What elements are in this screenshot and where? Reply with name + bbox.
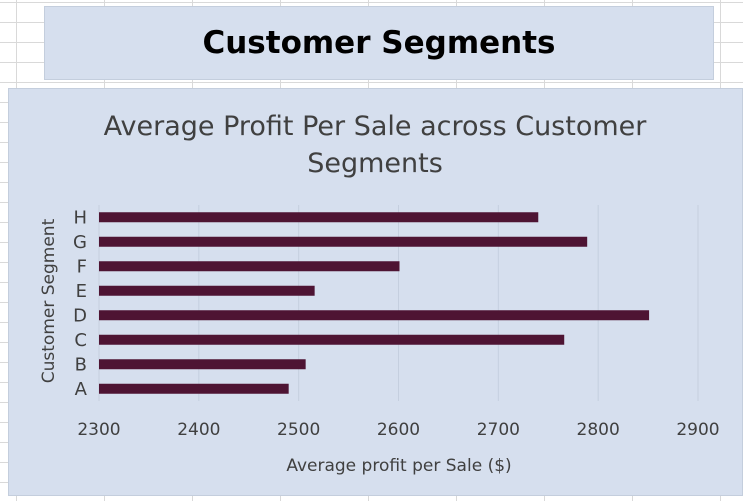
chart-title-line-2: Segments xyxy=(307,148,443,179)
x-tick-label: 2400 xyxy=(177,420,220,440)
bar-c xyxy=(99,334,565,345)
bar-f xyxy=(99,261,400,272)
x-tick-label: 2700 xyxy=(477,420,520,440)
bar-a xyxy=(99,383,289,394)
header-banner: Customer Segments xyxy=(44,6,714,80)
bar-e xyxy=(99,285,315,296)
x-tick-label: 2600 xyxy=(377,420,420,440)
x-tick-label: 2300 xyxy=(77,420,120,440)
chart-title-line-1: Average Profit Per Sale across Customer xyxy=(104,111,648,142)
y-tick-label: E xyxy=(76,281,87,302)
y-tick-label: B xyxy=(75,354,87,375)
x-tick-label: 2500 xyxy=(277,420,320,440)
y-tick-label: F xyxy=(77,256,87,277)
x-tick-label: 2900 xyxy=(676,420,719,440)
bars xyxy=(99,212,650,394)
bar-d xyxy=(99,310,650,321)
y-tick-label: D xyxy=(73,305,87,326)
y-tick-label: H xyxy=(73,207,87,228)
bar-b xyxy=(99,359,306,370)
page-title: Customer Segments xyxy=(202,25,556,61)
bar-g xyxy=(99,236,588,247)
y-tick-label: C xyxy=(74,330,87,351)
x-tick-label: 2800 xyxy=(577,420,620,440)
x-axis-label: Average profit per Sale ($) xyxy=(286,456,511,476)
bar-h xyxy=(99,212,539,223)
y-tick-label: A xyxy=(75,379,88,400)
x-tick-labels: 2300 2400 2500 2600 2700 2800 2900 xyxy=(77,420,719,440)
y-axis-label: Customer Segment xyxy=(39,218,59,383)
gridlines xyxy=(98,205,699,401)
y-tick-label: G xyxy=(73,232,87,253)
